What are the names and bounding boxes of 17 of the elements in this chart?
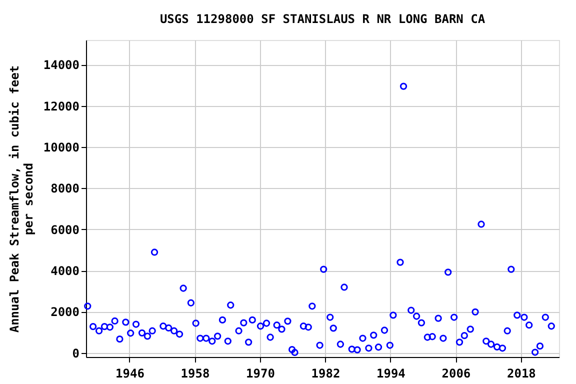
y-tick-label: 12000	[43, 99, 80, 114]
y-tick-label: 8000	[50, 182, 80, 196]
y-tick-label: 0	[72, 346, 80, 360]
y-tick-label: 14000	[43, 58, 80, 72]
y-tick-label: 6000	[50, 222, 80, 237]
chart-title: USGS 11298000 SF STANISLAUS R NR LONG BARN CA	[160, 12, 486, 26]
x-tick-label: 1994	[376, 366, 406, 380]
y-tick-label: 10000	[43, 140, 80, 155]
x-tick-label: 2018	[506, 366, 536, 380]
x-tick-label: 1982	[311, 366, 340, 380]
y-axis-title: Annual Peak Streamflow, in cubic feet per second	[7, 65, 36, 333]
x-tick-label: 1970	[246, 366, 275, 380]
y-tick-label: 4000	[50, 264, 80, 278]
y-tick-label: 2000	[50, 305, 80, 320]
x-tick-label: 2006	[442, 366, 471, 380]
x-tick-label: 1946	[116, 366, 144, 380]
x-tick-label: 1958	[180, 366, 210, 380]
